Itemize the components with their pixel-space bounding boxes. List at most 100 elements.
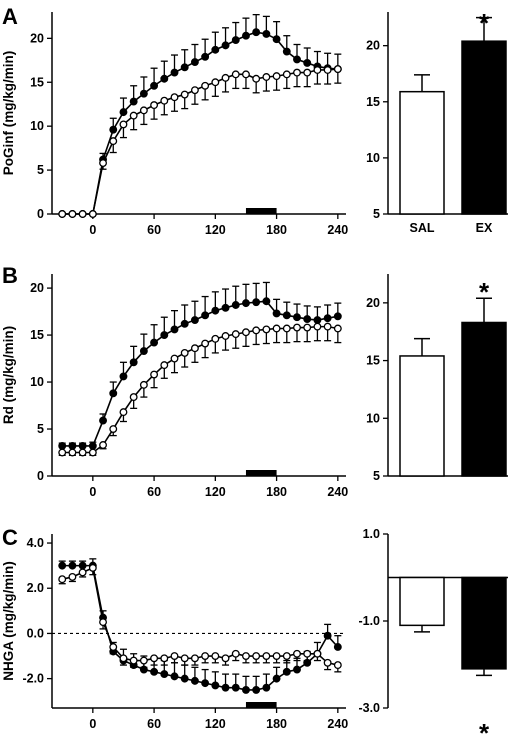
- data-point-open: [313, 322, 322, 331]
- y-tick-label: 15: [30, 328, 44, 342]
- data-point-open: [231, 70, 240, 79]
- y-tick-label: 10: [30, 375, 44, 389]
- data-point-open: [262, 652, 271, 660]
- data-point-open: [303, 649, 312, 658]
- y-tick-label: 0: [37, 469, 44, 483]
- bar-y-tick-label: 15: [366, 354, 380, 368]
- data-point-open: [109, 643, 118, 651]
- bar-y-tick-label: 20: [366, 39, 380, 53]
- data-point-open: [190, 86, 199, 95]
- data-point-filled: [139, 89, 148, 98]
- data-point-open: [58, 575, 67, 584]
- data-point-open: [211, 652, 220, 660]
- panel-label: A: [2, 4, 18, 29]
- data-point-filled: [221, 683, 230, 692]
- y-tick-label: 0.0: [27, 626, 44, 640]
- data-point-filled: [170, 672, 179, 681]
- data-point-open: [313, 66, 322, 74]
- data-point-filled: [129, 358, 138, 367]
- bar-sal: [399, 90, 445, 215]
- data-point-open: [272, 652, 281, 660]
- data-point-filled: [293, 313, 301, 322]
- data-point-open: [282, 324, 291, 333]
- data-point-open: [88, 210, 97, 218]
- data-point-open: [88, 448, 97, 457]
- data-point-open: [323, 66, 332, 74]
- data-point-filled: [160, 670, 169, 679]
- data-point-open: [78, 568, 87, 577]
- data-point-filled: [201, 679, 210, 688]
- data-point-open: [139, 656, 148, 665]
- bar-ex: [461, 40, 507, 215]
- bar-y-tick-label: 5: [373, 207, 380, 221]
- y-tick-label: -2.0: [22, 672, 44, 686]
- data-point-filled: [68, 441, 77, 450]
- data-point-open: [150, 101, 159, 110]
- data-point-open: [211, 78, 220, 87]
- series-line-filled: [62, 31, 338, 215]
- data-point-filled: [170, 325, 179, 334]
- data-point-filled: [293, 55, 301, 64]
- data-point-open: [262, 325, 271, 334]
- data-point-filled: [78, 561, 87, 570]
- data-point-open: [221, 654, 230, 663]
- data-point-open: [150, 370, 159, 379]
- x-tick-label: 180: [266, 485, 287, 499]
- y-tick-label: 5: [37, 422, 44, 436]
- data-point-filled: [272, 674, 281, 683]
- data-point-filled: [88, 441, 97, 450]
- data-point-filled: [303, 58, 312, 67]
- data-point-filled: [201, 52, 210, 61]
- x-tick-label: 240: [327, 717, 348, 731]
- data-point-filled: [333, 312, 342, 321]
- bar-category-label: SAL: [410, 221, 435, 235]
- data-point-filled: [160, 74, 169, 83]
- data-point-open: [313, 649, 322, 658]
- data-point-open: [119, 408, 128, 417]
- data-point-open: [180, 654, 189, 663]
- data-point-open: [99, 441, 107, 449]
- series-line-open: [62, 325, 338, 454]
- data-point-open: [129, 656, 138, 665]
- data-point-open: [303, 323, 312, 332]
- bar-y-tick-label: 5: [373, 469, 380, 483]
- data-point-open: [180, 348, 189, 357]
- significance-star: *: [479, 718, 490, 748]
- x-tick-label: 180: [266, 223, 287, 237]
- data-point-filled: [272, 309, 281, 318]
- data-point-open: [78, 448, 87, 457]
- data-point-filled: [333, 643, 342, 651]
- data-point-open: [211, 334, 220, 343]
- bar-category-label: EX: [476, 221, 493, 235]
- data-point-filled: [323, 631, 332, 640]
- data-point-filled: [201, 311, 210, 320]
- sampling-period-bar: [245, 208, 277, 214]
- data-point-filled: [221, 303, 230, 312]
- x-tick-label: 240: [327, 223, 348, 237]
- data-point-open: [272, 72, 281, 81]
- data-point-filled: [272, 35, 281, 44]
- data-point-filled: [180, 63, 189, 72]
- data-point-filled: [293, 665, 301, 674]
- y-tick-label: 15: [30, 75, 44, 89]
- y-tick-label: 20: [30, 31, 44, 45]
- data-point-open: [68, 572, 77, 581]
- data-point-filled: [119, 372, 128, 381]
- data-point-open: [333, 324, 342, 333]
- data-point-filled: [221, 41, 230, 50]
- data-point-filled: [58, 561, 67, 570]
- data-point-filled: [160, 331, 169, 340]
- data-point-open: [139, 380, 148, 389]
- data-point-open: [293, 68, 301, 77]
- data-point-open: [323, 322, 332, 331]
- y-axis-label: NHGA (mg/kg/min): [1, 561, 16, 681]
- data-point-open: [303, 68, 312, 77]
- bar-sal: [399, 355, 445, 477]
- data-point-open: [109, 137, 118, 146]
- data-point-filled: [190, 58, 199, 67]
- data-point-filled: [262, 297, 271, 306]
- data-point-open: [170, 93, 179, 102]
- data-point-open: [293, 323, 301, 332]
- bar-y-tick-label: 10: [366, 411, 380, 425]
- data-point-open: [99, 618, 107, 627]
